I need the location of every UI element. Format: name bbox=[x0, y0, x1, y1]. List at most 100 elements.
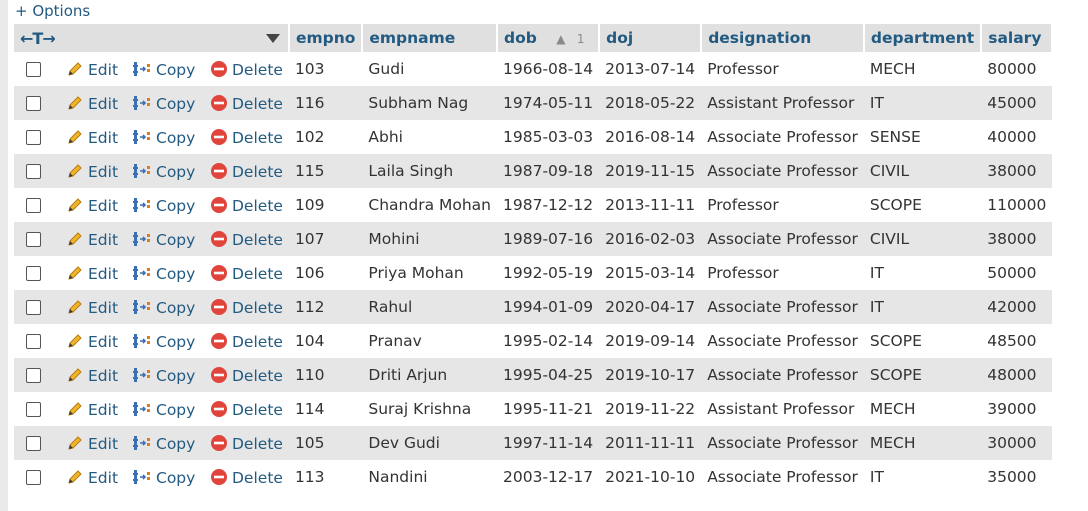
copy-cell: Copy bbox=[126, 222, 204, 256]
delete-icon bbox=[211, 366, 227, 383]
cell-empno: 113 bbox=[288, 460, 363, 494]
column-header-empno[interactable]: empno bbox=[288, 24, 364, 52]
cell-empno: 107 bbox=[288, 222, 363, 256]
sort-dropdown-icon[interactable] bbox=[265, 29, 282, 47]
edit-link[interactable]: Edit bbox=[66, 333, 118, 351]
edit-label: Edit bbox=[88, 264, 119, 283]
cell-dob: 1995-11-21 bbox=[497, 392, 600, 426]
column-header-doj[interactable]: doj bbox=[599, 24, 703, 52]
cell-empno: 115 bbox=[288, 154, 363, 188]
delete-icon bbox=[211, 468, 227, 485]
table-row: Edit Copy Delete bbox=[14, 256, 1053, 290]
delete-link[interactable]: Delete bbox=[210, 400, 283, 419]
edit-link[interactable]: Edit bbox=[66, 469, 118, 487]
row-checkbox[interactable] bbox=[26, 130, 41, 145]
copy-link[interactable]: Copy bbox=[132, 163, 195, 181]
table-row: Edit Copy Delete bbox=[14, 188, 1053, 222]
row-checkbox[interactable] bbox=[26, 164, 41, 179]
cell-department: IT bbox=[863, 86, 982, 120]
edit-link[interactable]: Edit bbox=[66, 61, 118, 79]
copy-label: Copy bbox=[156, 230, 196, 249]
edit-label: Edit bbox=[88, 60, 119, 79]
row-checkbox[interactable] bbox=[26, 96, 41, 111]
copy-label: Copy bbox=[156, 366, 196, 385]
column-arrows-header: ←T→ bbox=[14, 24, 290, 52]
copy-link[interactable]: Copy bbox=[132, 401, 195, 419]
copy-link[interactable]: Copy bbox=[132, 197, 195, 215]
copy-link[interactable]: Copy bbox=[132, 129, 195, 147]
edit-link[interactable]: Edit bbox=[66, 435, 118, 453]
delete-link[interactable]: Delete bbox=[210, 468, 283, 487]
cell-department: MECH bbox=[863, 392, 982, 426]
row-checkbox[interactable] bbox=[26, 62, 41, 77]
copy-link[interactable]: Copy bbox=[132, 299, 195, 317]
edit-link[interactable]: Edit bbox=[66, 367, 118, 385]
cell-salary: 80000 bbox=[981, 52, 1053, 86]
delete-link[interactable]: Delete bbox=[210, 60, 283, 79]
copy-link[interactable]: Copy bbox=[132, 469, 195, 487]
delete-link[interactable]: Delete bbox=[210, 332, 283, 351]
row-checkbox[interactable] bbox=[26, 198, 41, 213]
edit-link[interactable]: Edit bbox=[66, 265, 118, 283]
delete-link[interactable]: Delete bbox=[210, 298, 283, 317]
edit-link[interactable]: Edit bbox=[66, 231, 118, 249]
edit-link[interactable]: Edit bbox=[66, 401, 118, 419]
row-checkbox[interactable] bbox=[26, 334, 41, 349]
column-header-dob[interactable]: dob ▲ 1 bbox=[497, 24, 601, 52]
delete-link[interactable]: Delete bbox=[210, 230, 283, 249]
pencil-icon bbox=[68, 367, 82, 382]
row-checkbox[interactable] bbox=[26, 266, 41, 281]
row-checkbox[interactable] bbox=[26, 436, 41, 451]
delete-link[interactable]: Delete bbox=[210, 94, 283, 113]
pencil-icon bbox=[68, 401, 82, 416]
column-header-salary[interactable]: salary bbox=[981, 24, 1054, 52]
delete-label: Delete bbox=[232, 434, 283, 453]
copy-link[interactable]: Copy bbox=[132, 333, 195, 351]
cell-department: MECH bbox=[863, 426, 982, 460]
delete-link[interactable]: Delete bbox=[210, 366, 283, 385]
delete-link[interactable]: Delete bbox=[210, 128, 283, 147]
copy-link[interactable]: Copy bbox=[132, 265, 195, 283]
delete-link[interactable]: Delete bbox=[210, 434, 283, 453]
edit-link[interactable]: Edit bbox=[66, 95, 118, 113]
row-select-cell bbox=[14, 358, 60, 392]
pencil-icon bbox=[68, 469, 82, 484]
cell-designation: Professor bbox=[701, 256, 864, 290]
column-header-empname[interactable]: empname bbox=[362, 24, 498, 52]
copy-link[interactable]: Copy bbox=[132, 435, 195, 453]
delete-link[interactable]: Delete bbox=[210, 196, 283, 215]
edit-link[interactable]: Edit bbox=[66, 299, 118, 317]
cell-department: IT bbox=[863, 256, 982, 290]
column-header-designation[interactable]: designation bbox=[701, 24, 865, 52]
copy-link[interactable]: Copy bbox=[132, 231, 195, 249]
column-header-department[interactable]: department bbox=[863, 24, 983, 52]
delete-icon bbox=[211, 230, 227, 247]
row-checkbox[interactable] bbox=[26, 300, 41, 315]
copy-link[interactable]: Copy bbox=[132, 95, 195, 113]
edit-link[interactable]: Edit bbox=[66, 163, 118, 181]
options-toggle[interactable]: + Options bbox=[15, 2, 91, 20]
edit-link[interactable]: Edit bbox=[66, 197, 118, 215]
edit-label: Edit bbox=[88, 366, 119, 385]
row-checkbox[interactable] bbox=[26, 402, 41, 417]
copy-link[interactable]: Copy bbox=[132, 61, 195, 79]
row-checkbox[interactable] bbox=[26, 232, 41, 247]
cell-empname: Laila Singh bbox=[362, 154, 497, 188]
delete-link[interactable]: Delete bbox=[210, 264, 283, 283]
delete-link[interactable]: Delete bbox=[210, 162, 283, 181]
edit-link[interactable]: Edit bbox=[66, 129, 118, 147]
table-row: Edit Copy Delete bbox=[14, 426, 1053, 460]
cell-empno: 103 bbox=[288, 52, 363, 86]
delete-cell: Delete bbox=[204, 256, 289, 290]
row-select-cell bbox=[14, 52, 60, 86]
copy-link[interactable]: Copy bbox=[132, 367, 195, 385]
cell-salary: 45000 bbox=[981, 86, 1053, 120]
cell-salary: 50000 bbox=[981, 256, 1053, 290]
sort-rank: 1 bbox=[576, 32, 585, 46]
column-resize-arrows[interactable]: ←T→ bbox=[20, 28, 56, 48]
cell-department: SCOPE bbox=[863, 188, 982, 222]
row-checkbox[interactable] bbox=[26, 470, 41, 485]
row-checkbox[interactable] bbox=[26, 368, 41, 383]
cell-department: SCOPE bbox=[863, 358, 982, 392]
cell-salary: 39000 bbox=[981, 392, 1053, 426]
